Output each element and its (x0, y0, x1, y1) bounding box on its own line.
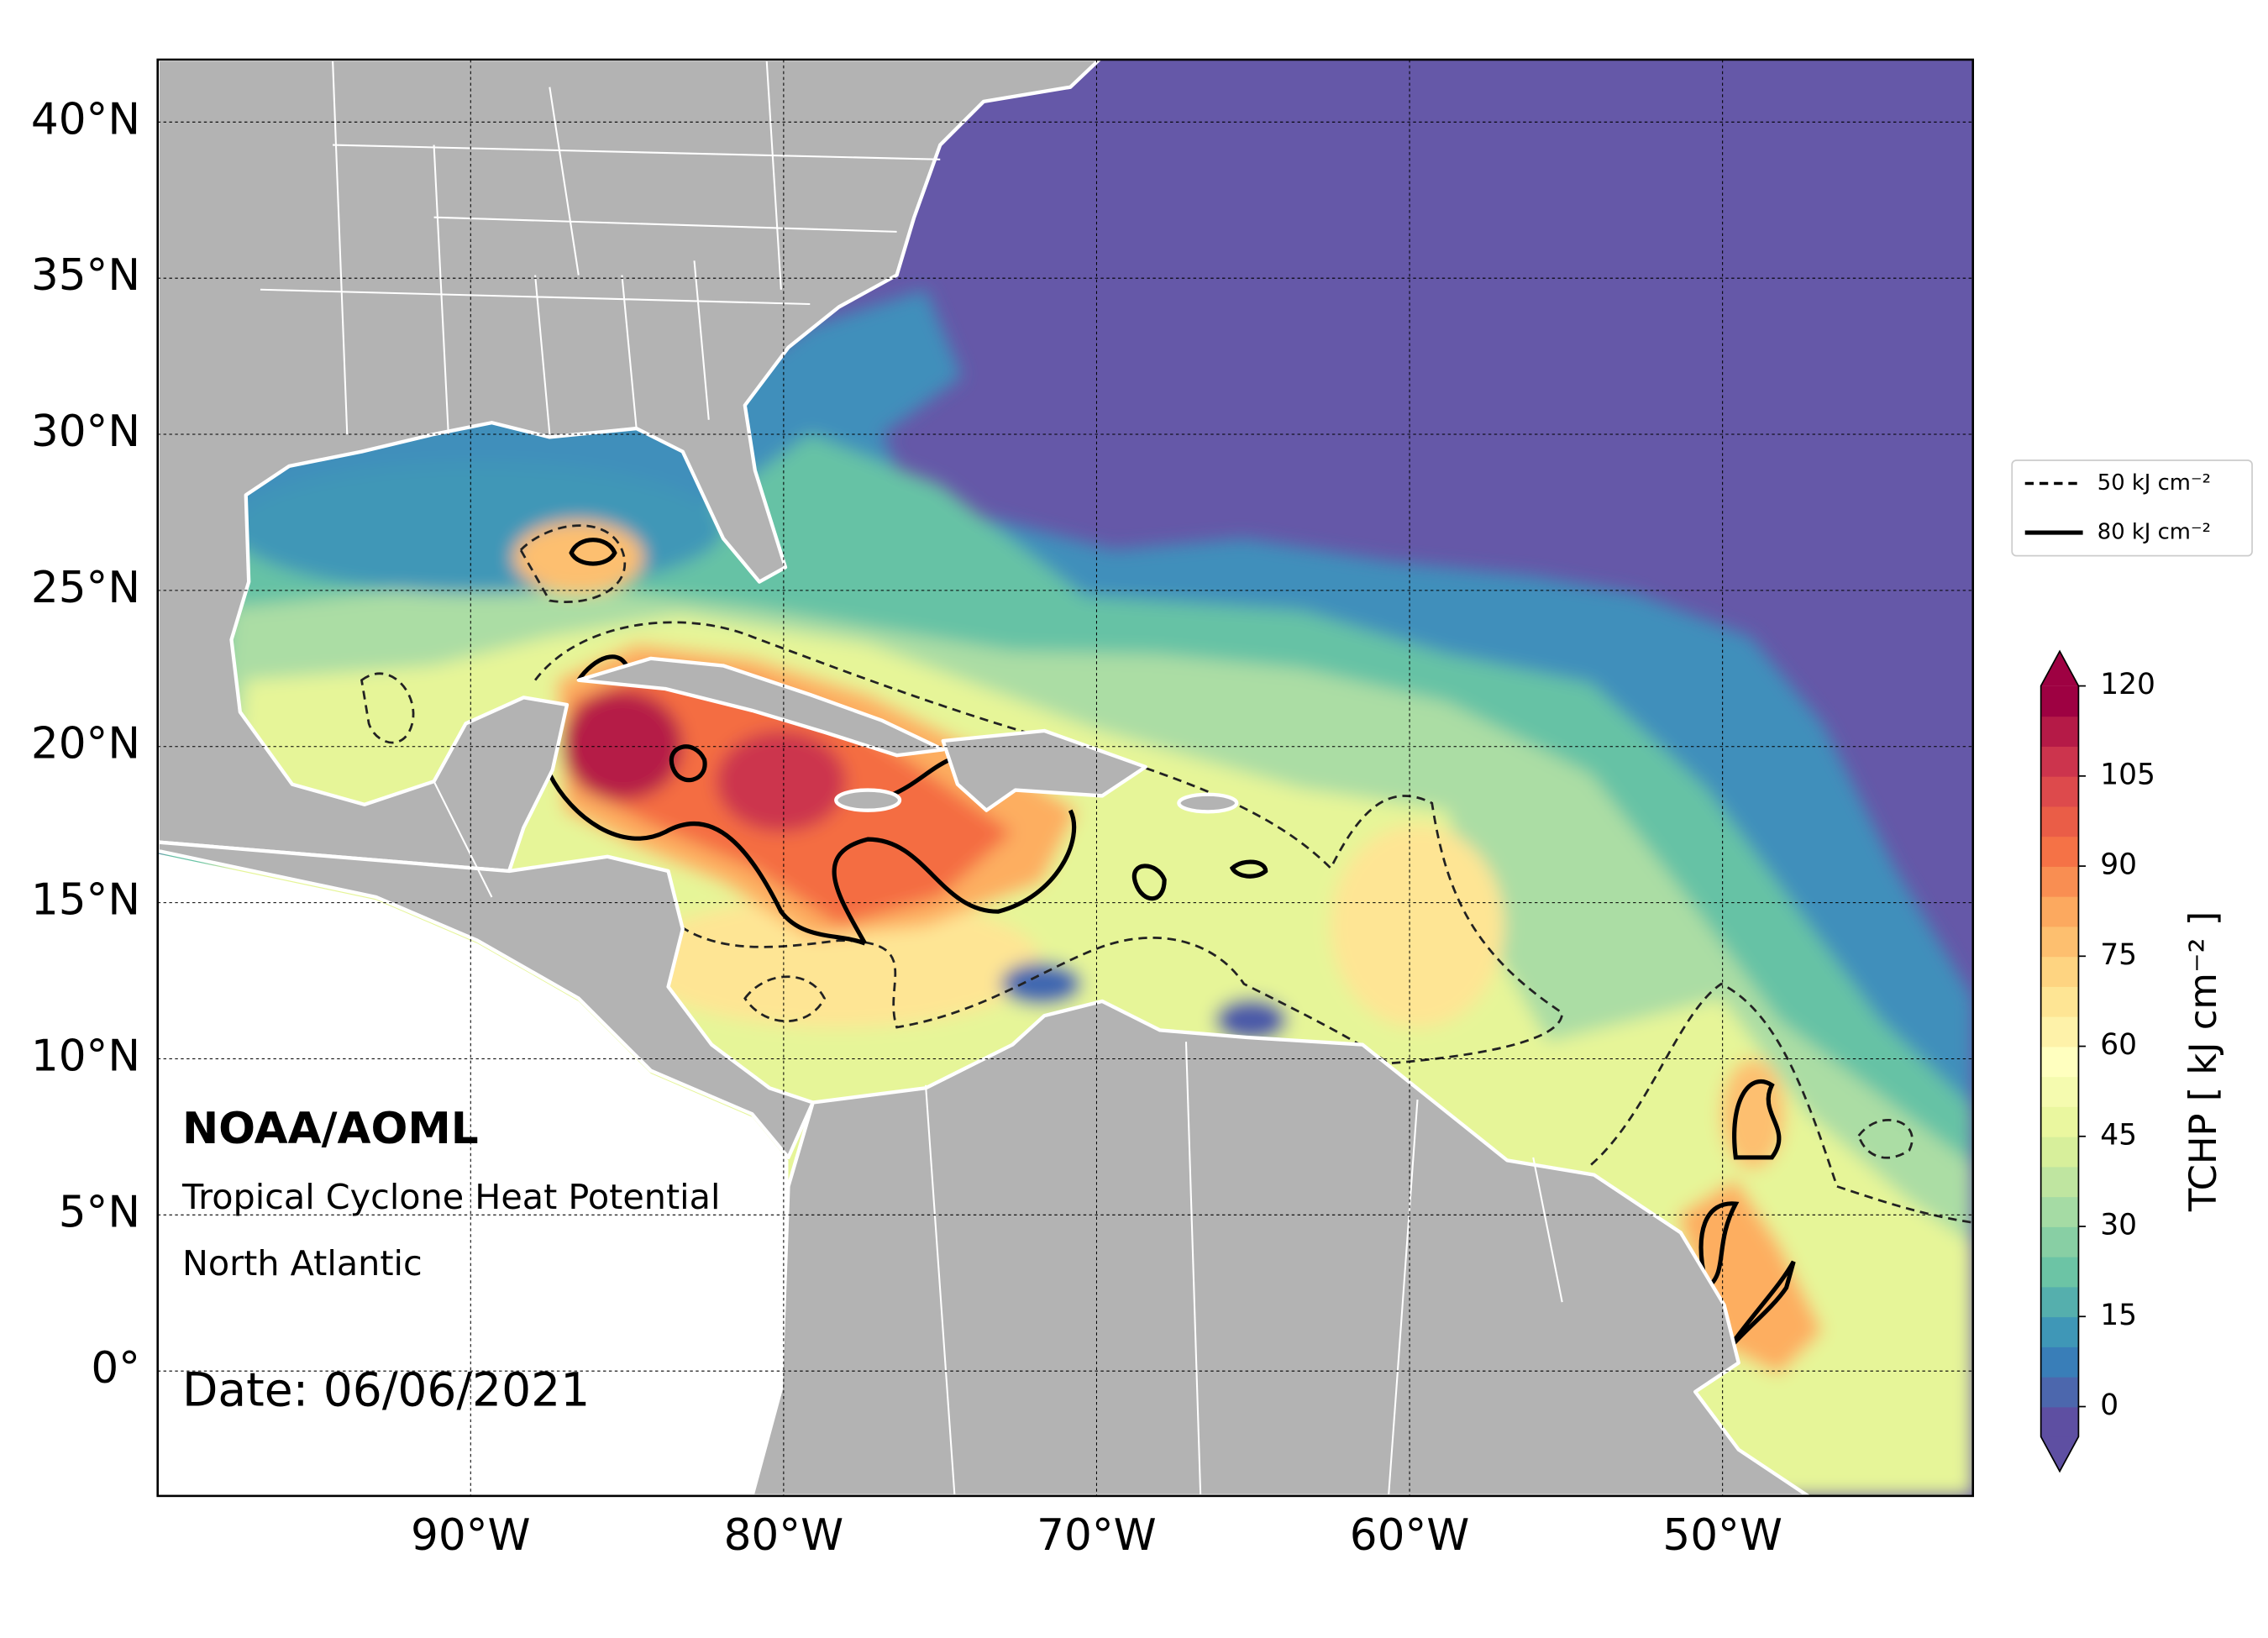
x-tick-label: 50°W (1662, 1510, 1782, 1561)
state-borders (260, 59, 1563, 1496)
colorbar-band (2040, 685, 2079, 717)
heat-zone (716, 730, 847, 832)
south-america (750, 999, 1810, 1496)
legend-label: 80 kJ cm⁻² (2097, 520, 2211, 545)
colorbar-band (2040, 1347, 2079, 1378)
colorbar-tick-label: 15 (2100, 1299, 2137, 1332)
colorbar-band (2040, 1226, 2079, 1257)
colorbar-extend (2040, 651, 2079, 686)
heat-zone (561, 690, 683, 801)
colorbar-band (2040, 1136, 2079, 1168)
colorbar-tick-label: 105 (2100, 758, 2155, 791)
contour-80 (1131, 864, 1167, 901)
y-tick-label: 35°N (31, 250, 140, 301)
colorbar-band (2040, 1076, 2079, 1107)
puerto-rico (1177, 792, 1239, 814)
colorbar-tick-label: 30 (2100, 1209, 2137, 1242)
y-tick-label: 0° (91, 1343, 140, 1394)
annotation: NOAA/AOML (182, 1104, 479, 1154)
colorbar-band (2040, 1316, 2079, 1347)
tick-labels: 90°W 80°W 70°W 60°W 50°W 0° 5°N 10°N 15°N 20°N 25°… (31, 94, 1782, 1560)
colorbar-band (2040, 746, 2079, 777)
annotation: Tropical Cyclone Heat Potential (181, 1177, 720, 1217)
heat-zone (231, 463, 723, 594)
colorbar-tick-label: 0 (2100, 1389, 2118, 1422)
legend-label: 50 kJ cm⁻² (2097, 470, 2211, 496)
contour-80 (1724, 1260, 1796, 1355)
colorbar-extend (2040, 1436, 2079, 1472)
annotation: North Atlantic (182, 1243, 423, 1284)
contour-50 (1857, 1119, 1914, 1159)
y-tick-label: 10°N (31, 1031, 140, 1081)
colorbar-band (2040, 1166, 2079, 1198)
annotation: Date: 06/06/2021 (182, 1363, 590, 1417)
contour-80 (832, 809, 1077, 945)
contour-80 (1732, 1079, 1782, 1160)
contour-80 (569, 538, 617, 566)
y-tick-label: 15°N (31, 875, 140, 926)
cuba (576, 656, 945, 758)
contour-80 (1698, 1201, 1740, 1290)
colorbar-band (2040, 1106, 2079, 1137)
pacific (157, 853, 789, 1496)
colorbar-band (2040, 1256, 2079, 1288)
y-tick-label: 30°N (31, 407, 140, 457)
map (157, 59, 1973, 1496)
legend: 50 kJ cm⁻² 80 kJ cm⁻² (2011, 459, 2253, 557)
colorbar-band (2040, 1196, 2079, 1227)
y-tick-label: 25°N (31, 563, 140, 613)
colorbar-tick-label: 45 (2100, 1118, 2137, 1152)
heat-zone (636, 896, 1042, 1027)
colorbar-band (2040, 895, 2079, 927)
y-tick-label: 40°N (31, 94, 140, 144)
colorbar-tick-label: 90 (2100, 848, 2137, 882)
contour-80 (1229, 859, 1268, 879)
colorbar-band (2040, 716, 2079, 747)
colorbar-band (2040, 926, 2079, 958)
heat-zone (513, 521, 644, 594)
colorbar: 0 15 30 45 60 75 90 105 120 TCHP [ kJ cm⁻² ] (2040, 649, 2225, 1473)
colorbar-band (2040, 775, 2079, 807)
colorbar-band (2040, 1376, 2079, 1408)
colorbar-label: TCHP [ kJ cm⁻² ] (2181, 911, 2225, 1212)
colorbar-band (2040, 1286, 2079, 1318)
heat-zone (1215, 998, 1288, 1042)
contour-50 (360, 672, 415, 744)
jamaica (834, 788, 902, 812)
colorbar-tick-label: 120 (2100, 668, 2155, 701)
colorbar-band (2040, 806, 2079, 837)
x-tick-label: 60°W (1350, 1510, 1470, 1561)
hispaniola (941, 728, 1147, 812)
colorbar-band (2040, 986, 2079, 1017)
colorbar-tick-label: 60 (2100, 1028, 2137, 1062)
contour-50 (519, 524, 627, 603)
x-tick-label: 90°W (411, 1510, 531, 1561)
colorbar-band (2040, 866, 2079, 897)
north-america (157, 59, 1101, 874)
contour-80 (669, 744, 707, 783)
y-tick-label: 20°N (31, 719, 140, 769)
map-frame (156, 58, 1975, 1498)
x-tick-label: 80°W (724, 1510, 844, 1561)
contour-50 (1590, 982, 1973, 1224)
colorbar-band (2040, 1016, 2079, 1047)
heat-zone (1331, 824, 1504, 1027)
contour-50 (743, 975, 827, 1023)
heat-zone (1000, 962, 1083, 1006)
colorbar-frame (2040, 649, 2080, 1473)
colorbar-tick-label: 75 (2100, 938, 2137, 972)
colorbar-band (2040, 1406, 2079, 1438)
contour-50 (534, 621, 1564, 1065)
colorbar-band (2040, 836, 2079, 867)
contour-80 (548, 773, 866, 946)
grid (157, 59, 1973, 1496)
x-tick-label: 70°W (1037, 1510, 1157, 1561)
colorbar-band (2040, 956, 2079, 987)
heat-zone (1677, 1179, 1823, 1375)
colorbar-band (2040, 1046, 2079, 1078)
y-tick-label: 5°N (59, 1187, 140, 1237)
